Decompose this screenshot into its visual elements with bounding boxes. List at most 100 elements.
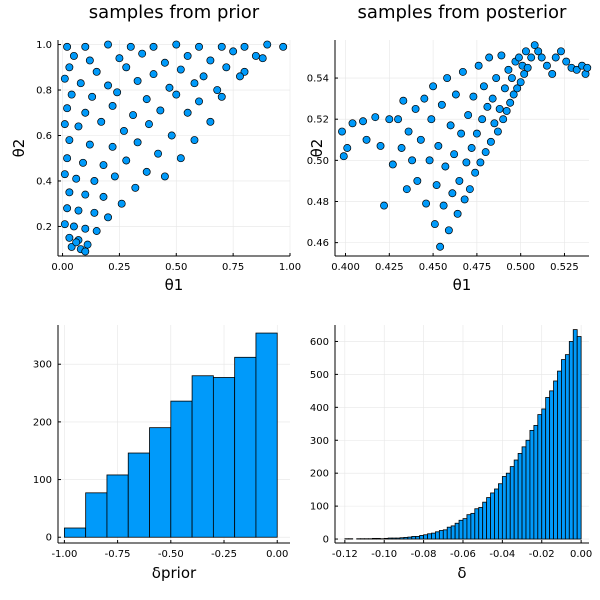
histogram-bar [474, 508, 480, 540]
prior-scatter-title: samples from prior [89, 2, 260, 23]
posterior-histogram-y-tick-label: 400 [310, 403, 329, 414]
posterior-histogram-x-label: δ [457, 564, 466, 582]
scatter-point [362, 135, 371, 144]
histogram-bar [423, 534, 428, 540]
scatter-point [65, 63, 74, 72]
scatter-point [485, 53, 494, 62]
scatter-point [348, 119, 357, 128]
scatter-point [557, 47, 565, 56]
scatter-point [81, 247, 90, 256]
scatter-point [79, 158, 87, 167]
scatter-point [251, 51, 260, 60]
scatter-point [446, 121, 455, 130]
histogram-bar [419, 535, 425, 540]
scatter-point [441, 162, 450, 171]
scatter-point [439, 201, 448, 210]
histogram-bar [106, 474, 129, 538]
posterior-histogram-x-tick-label: -0.02 [529, 549, 555, 560]
scatter-point [99, 192, 108, 201]
scatter-point [81, 190, 90, 199]
scatter-point [339, 152, 348, 161]
scatter-point [514, 53, 523, 62]
prior-histogram-x-tick-label: -0.25 [211, 549, 237, 560]
prior-histogram-y-tick-label: 200 [33, 417, 52, 428]
prior-histogram-bars [63, 332, 278, 538]
scatter-point [236, 72, 244, 81]
posterior-scatter-x-tick-label: 0.500 [506, 262, 535, 273]
scatter-point [394, 115, 403, 124]
posterior-scatter-x-tick-label: 0.525 [550, 262, 579, 273]
scatter-point [160, 58, 169, 67]
scatter-point [478, 115, 487, 124]
posterior-histogram-x-tick-label: -0.12 [332, 549, 358, 560]
scatter-point [548, 69, 557, 78]
histogram-bar [509, 466, 515, 540]
scatter-point [416, 135, 425, 144]
posterior-histogram-x-tick-label: -0.10 [371, 549, 397, 560]
scatter-point [65, 233, 74, 242]
histogram-bar [505, 472, 511, 540]
scatter-point [69, 51, 78, 60]
scatter-point [451, 90, 460, 99]
scatter-point [129, 111, 138, 119]
scatter-point [279, 42, 288, 51]
scatter-point [504, 65, 513, 74]
scatter-point [436, 242, 445, 251]
scatter-point [115, 54, 124, 63]
posterior-histogram-y-tick-label: 300 [310, 436, 329, 447]
posterior-histogram-x-tick-label: 0.00 [570, 549, 592, 560]
posterior-scatter-x-tick-label: 0.425 [375, 262, 404, 273]
scatter-point [60, 220, 69, 229]
scatter-point [425, 156, 434, 165]
scatter-point [229, 47, 238, 56]
scatter-point [420, 94, 429, 103]
scatter-point [500, 84, 509, 93]
scatter-point [131, 183, 140, 192]
scatter-point [81, 224, 90, 233]
scatter-point [167, 131, 176, 140]
scatter-point [380, 201, 388, 210]
scatter-point [63, 204, 72, 213]
histogram-bar [478, 507, 484, 540]
posterior-scatter-y-label: θ2 [308, 139, 326, 158]
scatter-point [122, 156, 131, 165]
scatter-point [460, 195, 469, 204]
histogram-bar [557, 370, 562, 540]
scatter-point [469, 92, 478, 101]
scatter-point [67, 90, 76, 99]
scatter-point [467, 144, 476, 152]
posterior-scatter-y-tick-label: 0.52 [307, 115, 329, 126]
scatter-point [408, 156, 417, 165]
histogram-bar [442, 529, 448, 540]
scatter-point [63, 42, 72, 51]
scatter-point [509, 90, 518, 99]
scatter-point [122, 63, 131, 72]
prior-scatter-y-tick-label: 0.2 [36, 222, 52, 233]
scatter-point [493, 127, 502, 136]
scatter-point [443, 74, 452, 83]
histogram-bar [517, 453, 523, 540]
scatter-point [527, 53, 536, 62]
scatter-point [520, 69, 529, 78]
scatter-point [92, 67, 101, 76]
histogram-bar [525, 439, 531, 540]
histogram-bar [568, 341, 574, 540]
scatter-point [110, 172, 119, 181]
scatter-point [126, 42, 135, 51]
prior-histogram-x-tick-label: -0.50 [158, 549, 184, 560]
posterior-histogram-x-tick-label: -0.06 [450, 549, 476, 560]
scatter-point [458, 67, 467, 76]
histogram-bar [63, 527, 87, 538]
scatter-point [543, 61, 551, 70]
scatter-point [343, 144, 352, 152]
scatter-point [65, 136, 74, 144]
scatter-point [448, 189, 457, 198]
scatter-point [488, 94, 497, 103]
histogram-bar [234, 356, 257, 538]
scatter-point [388, 160, 397, 169]
scatter-point [490, 119, 499, 128]
scatter-point [507, 74, 516, 83]
scatter-point [263, 40, 272, 49]
histogram-bar [403, 537, 409, 540]
scatter-point [537, 53, 546, 62]
